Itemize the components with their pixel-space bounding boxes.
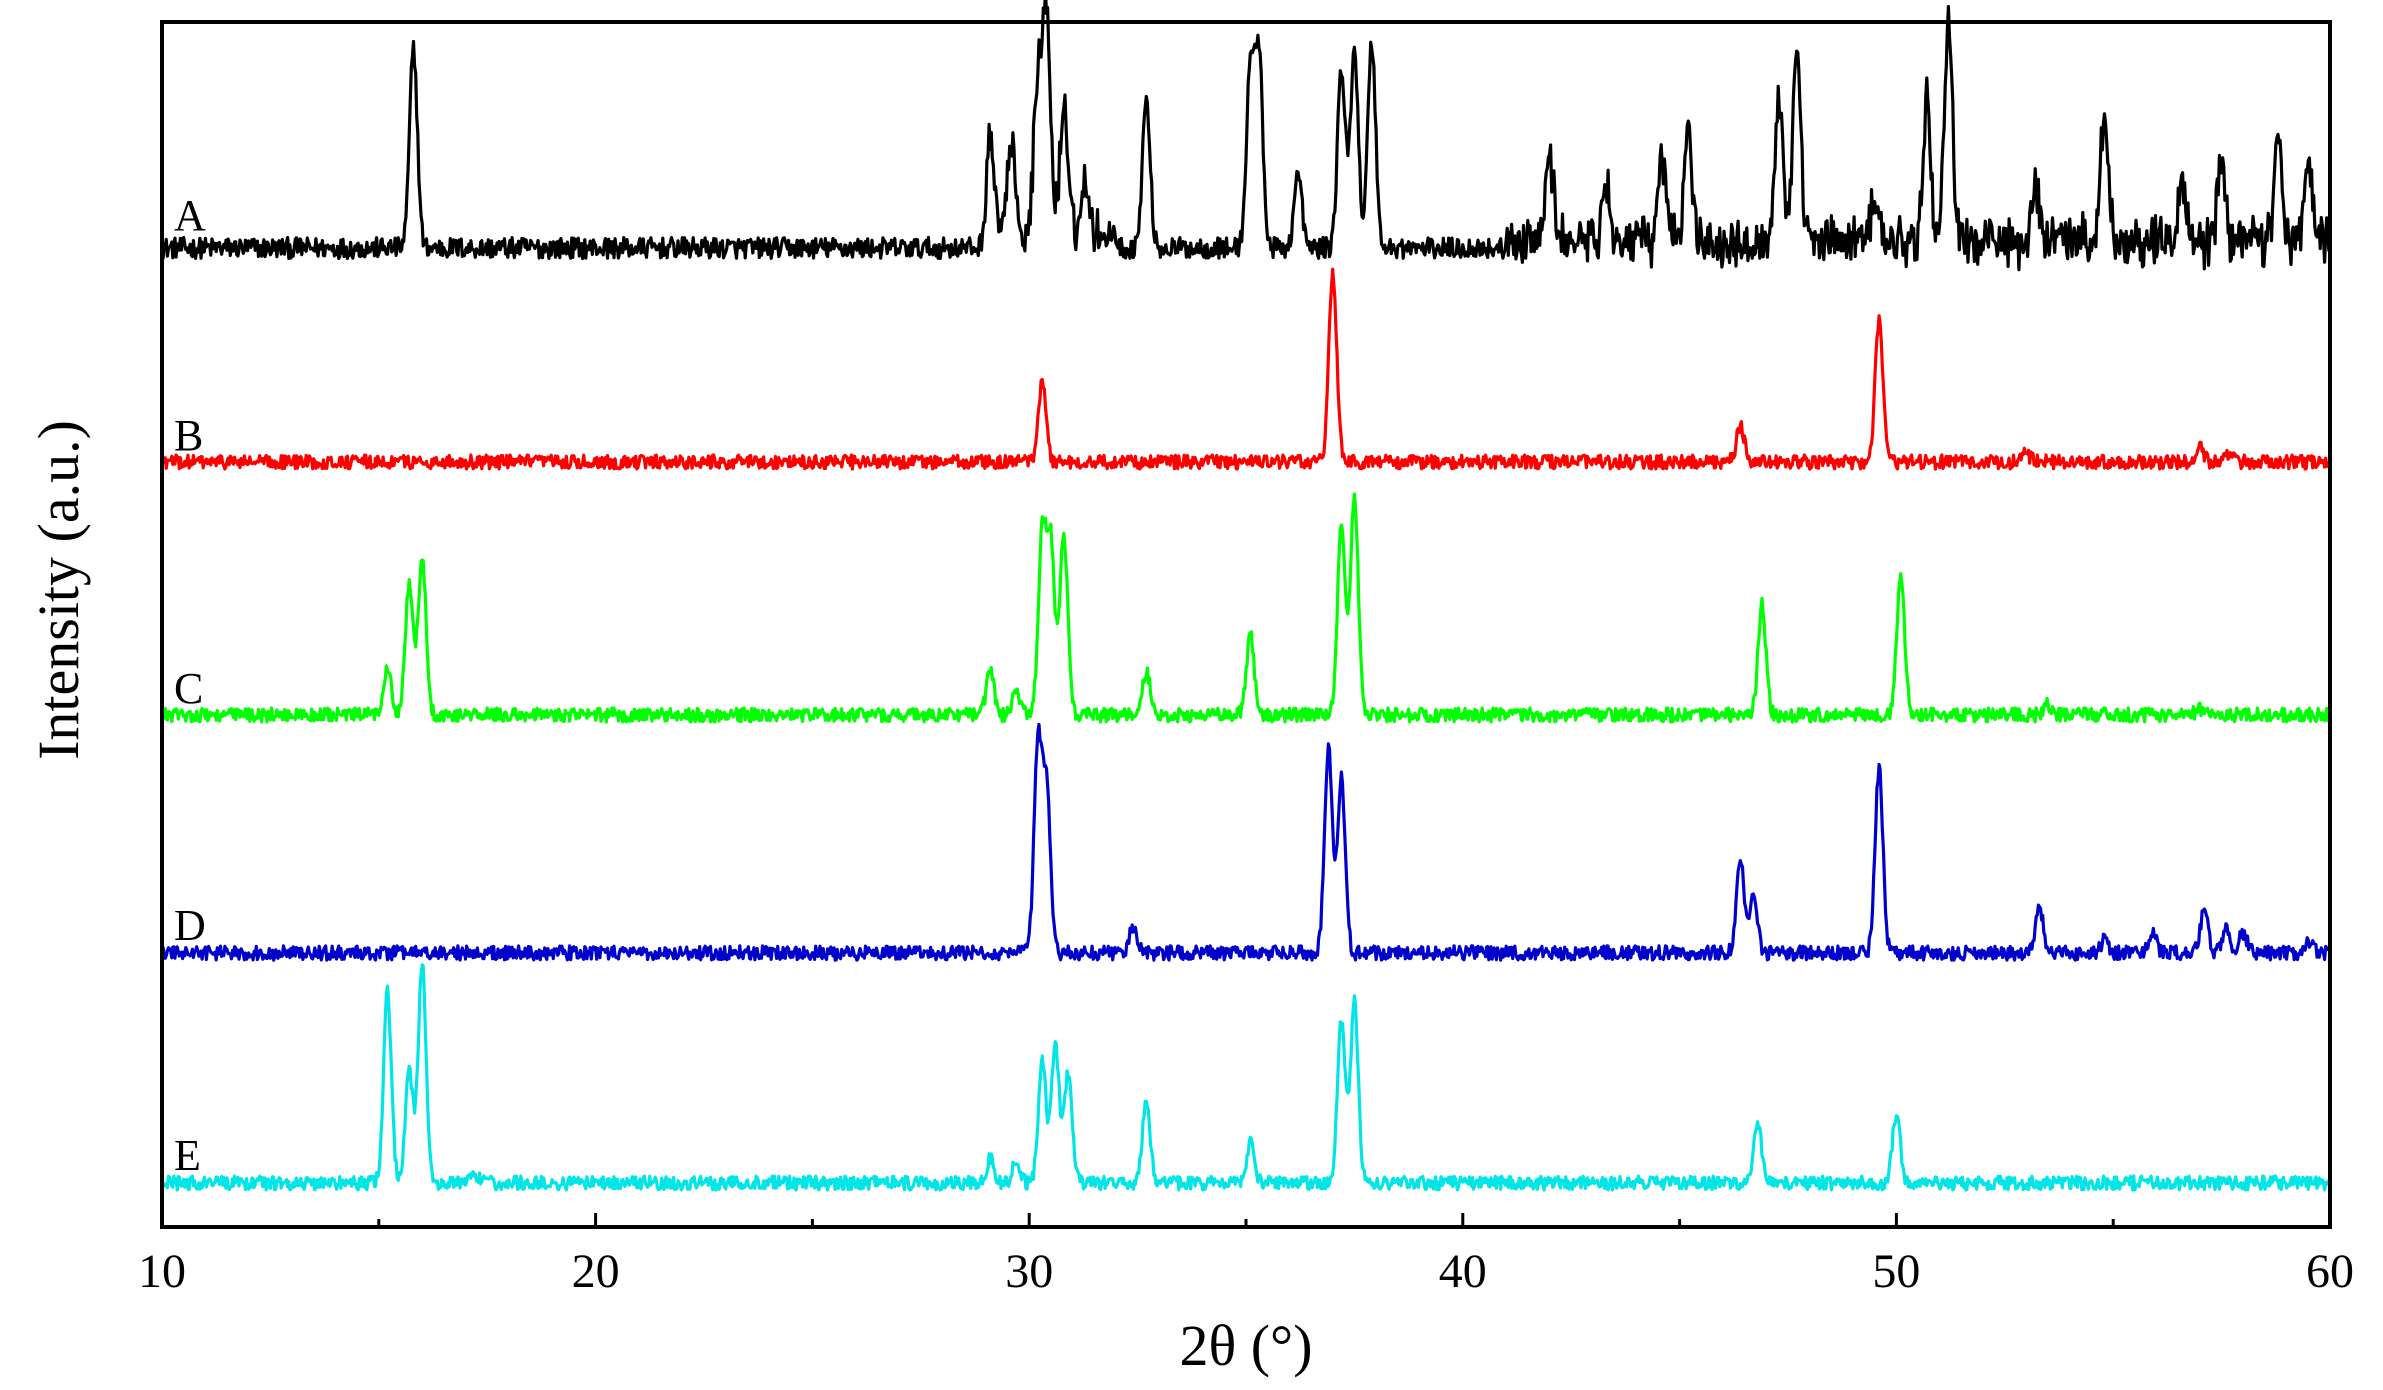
x-tick-label: 40 <box>1439 1245 1487 1298</box>
series-label-D: D <box>174 901 206 950</box>
y-axis-title: Intensity (a.u.) <box>26 420 91 760</box>
series-line-B <box>160 267 2332 471</box>
series-label-A: A <box>174 191 206 240</box>
series-line-A <box>161 0 2331 272</box>
series-line-C <box>160 492 2332 724</box>
x-axis-ticks: 10 20 30 40 50 60 <box>138 1213 2354 1298</box>
x-tick-label: 60 <box>2306 1245 2354 1298</box>
x-tick-label: 10 <box>138 1245 186 1298</box>
series-label-E: E <box>174 1131 201 1180</box>
series-line-E <box>161 963 2332 1192</box>
x-tick-label: 30 <box>1005 1245 1053 1298</box>
series-label-B: B <box>174 411 203 460</box>
series-labels: A B C D E <box>174 191 206 1180</box>
chart-traces <box>160 0 2332 1192</box>
series-label-C: C <box>174 664 203 713</box>
x-tick-label: 20 <box>572 1245 620 1298</box>
series-line-D <box>160 722 2332 962</box>
x-axis-title: 2θ (°) <box>1179 1313 1312 1378</box>
x-tick-label: 50 <box>1872 1245 1920 1298</box>
